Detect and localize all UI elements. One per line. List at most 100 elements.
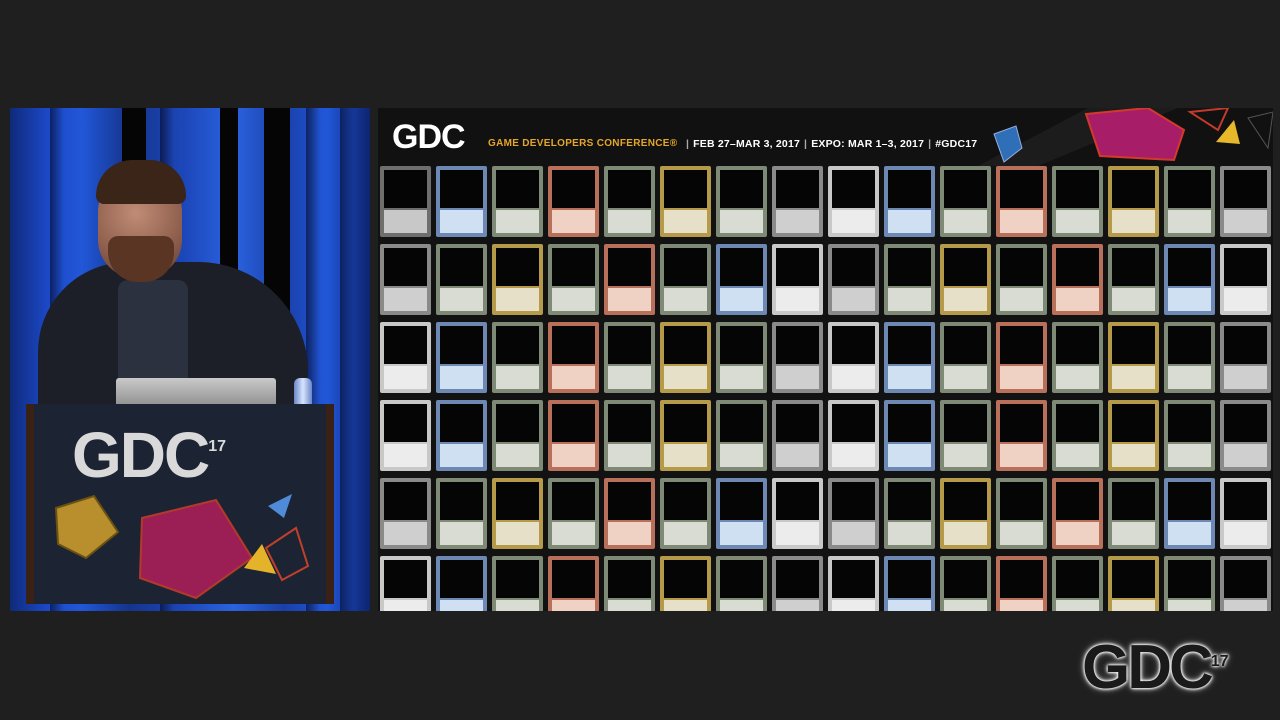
game-card [996,400,1047,471]
card-art [1224,170,1267,208]
game-card [1164,400,1215,471]
card-text-box [1056,288,1099,311]
game-card [1220,478,1271,549]
game-card [828,556,879,611]
card-text-box [1168,210,1211,233]
card-text-box [1112,366,1155,389]
game-card [1164,322,1215,393]
game-card [996,322,1047,393]
card-text-box [944,522,987,545]
card-art [664,560,707,598]
card-art [1000,170,1043,208]
game-card [1052,556,1103,611]
game-card [604,556,655,611]
game-card [1164,244,1215,315]
card-text-box [384,444,427,467]
game-card [772,400,823,471]
slide-header: GDC GAME DEVELOPERS CONFERENCE® | FEB 27–… [378,108,1273,166]
card-art [496,248,539,286]
game-card [548,166,599,237]
card-art [1056,482,1099,520]
card-art [832,170,875,208]
card-art [888,404,931,442]
card-text-box [832,444,875,467]
game-card [716,166,767,237]
game-card [604,478,655,549]
card-art [664,170,707,208]
card-art [1056,560,1099,598]
game-card [436,244,487,315]
card-art [552,482,595,520]
card-art [440,482,483,520]
card-text-box [1000,366,1043,389]
game-card [884,322,935,393]
game-card [716,478,767,549]
card-art [1224,404,1267,442]
card-text-box [440,366,483,389]
card-art [1112,248,1155,286]
card-text-box [944,210,987,233]
conference-name: GAME DEVELOPERS CONFERENCE® [488,138,678,149]
card-art [384,248,427,286]
card-art [1224,248,1267,286]
card-art [1168,248,1211,286]
card-art [384,326,427,364]
game-card [660,556,711,611]
card-art [832,404,875,442]
card-text-box [552,522,595,545]
card-grid [380,166,1273,611]
card-text-box [664,600,707,611]
card-text-box [384,522,427,545]
card-art [664,248,707,286]
card-text-box [440,444,483,467]
card-text-box [1168,288,1211,311]
card-art [440,404,483,442]
game-card [1052,478,1103,549]
game-card [1220,166,1271,237]
presentation-slide: GDC GAME DEVELOPERS CONFERENCE® | FEB 27–… [378,108,1273,611]
card-text-box [888,210,931,233]
card-art [1224,326,1267,364]
game-card [604,322,655,393]
card-text-box [552,288,595,311]
game-card [380,322,431,393]
card-text-box [608,444,651,467]
card-text-box [608,288,651,311]
game-card [884,166,935,237]
card-art [608,248,651,286]
card-text-box [496,366,539,389]
card-art [888,482,931,520]
card-art [552,326,595,364]
card-art [1112,404,1155,442]
card-art [944,482,987,520]
card-text-box [1168,600,1211,611]
card-art [440,170,483,208]
game-card [828,322,879,393]
card-text-box [496,210,539,233]
card-text-box [384,210,427,233]
game-card [1052,166,1103,237]
card-text-box [720,210,763,233]
card-text-box [776,522,819,545]
card-art [384,170,427,208]
podium-gdc-logo: GDC17 [72,419,227,491]
card-text-box [1224,600,1267,611]
game-card [548,400,599,471]
game-card [1220,244,1271,315]
card-art [1056,170,1099,208]
conference-dates: | FEB 27–MAR 3, 2017 | EXPO: MAR 1–3, 2017 |… [686,138,978,150]
game-card [996,556,1047,611]
card-art [888,248,931,286]
game-card [604,400,655,471]
game-card [380,556,431,611]
speaker-beard [108,236,174,282]
card-text-box [832,210,875,233]
card-text-box [608,600,651,611]
card-text-box [944,288,987,311]
card-art [1000,404,1043,442]
game-card [884,400,935,471]
card-text-box [1112,210,1155,233]
card-art [384,404,427,442]
card-text-box [1000,288,1043,311]
card-text-box [888,522,931,545]
